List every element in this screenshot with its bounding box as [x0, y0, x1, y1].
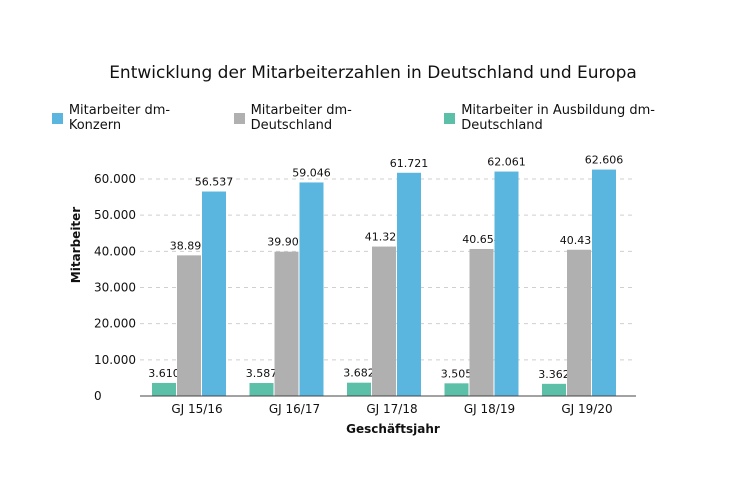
data-label-konzern: 59.046	[292, 166, 331, 179]
x-tick-label: GJ 19/20	[561, 402, 612, 416]
data-label-deutschland: 40.436	[560, 234, 599, 247]
bar-konzern	[397, 172, 421, 396]
x-axis-ticks: GJ 15/16 GJ 16/17 GJ 17/18 GJ 18/19 GJ 19/20	[171, 402, 612, 416]
bar-konzern	[592, 169, 616, 396]
x-tick-label: GJ 16/17	[269, 402, 320, 416]
bars: 3.610 38.890 56.537 3.587 39.906 59.046 3.682 4…	[148, 154, 623, 396]
x-tick-label: GJ 15/16	[171, 402, 222, 416]
y-tick-label: 40.000	[94, 244, 136, 258]
y-tick-label: 0	[94, 389, 102, 403]
y-tick-label: 50.000	[94, 208, 136, 222]
legend-swatch-konzern	[52, 112, 63, 124]
data-label-deutschland: 39.906	[267, 236, 306, 249]
y-tick-label: 30.000	[94, 281, 136, 295]
bar-ausbildung	[444, 383, 469, 396]
bar-deutschland	[274, 251, 299, 396]
x-tick-label: GJ 18/19	[464, 402, 515, 416]
legend-swatch-deutschland	[233, 112, 245, 124]
data-label-ausbildung: 3.682	[343, 367, 375, 380]
legend-item-konzern: Mitarbeiter dm-Konzern	[52, 103, 220, 133]
bar-konzern	[299, 182, 324, 396]
bar-deutschland	[177, 255, 201, 396]
legend-label-ausbildung: Mitarbeiter in Ausbildung dm-Deutschland	[461, 103, 655, 133]
y-tick-label: 10.000	[94, 353, 136, 367]
bar-ausbildung	[542, 383, 566, 396]
data-label-ausbildung: 3.610	[148, 367, 180, 380]
x-axis-label: Geschäftsjahr	[346, 422, 440, 436]
data-label-ausbildung: 3.362	[538, 368, 570, 381]
bar-deutschland	[567, 249, 591, 396]
data-label-deutschland: 38.890	[170, 239, 209, 252]
legend-item-ausbildung: Mitarbeiter in Ausbildung dm-Deutschland	[444, 103, 732, 133]
legend-label-konzern: Mitarbeiter dm-Konzern	[68, 103, 171, 133]
bar-deutschland	[469, 248, 494, 396]
bar-ausbildung	[347, 382, 371, 396]
data-label-ausbildung: 3.587	[246, 367, 278, 380]
y-axis-ticks: 0 10.000 20.000 30.000 40.000 50.000 60.000	[94, 172, 136, 403]
data-label-konzern: 62.606	[585, 154, 624, 167]
y-tick-label: 20.000	[94, 317, 136, 331]
data-label-konzern: 61.721	[390, 157, 429, 170]
data-label-deutschland: 40.654	[462, 233, 501, 246]
bar-konzern	[494, 171, 519, 396]
legend-label-deutschland: Mitarbeiter dm-Deutschland	[250, 103, 352, 133]
x-tick-label: GJ 17/18	[366, 402, 417, 416]
bar-konzern	[202, 191, 226, 396]
data-label-ausbildung: 3.505	[441, 367, 473, 380]
bar-ausbildung	[249, 383, 274, 396]
data-label-konzern: 62.061	[487, 156, 526, 169]
data-label-konzern: 56.537	[195, 176, 234, 189]
legend-item-deutschland: Mitarbeiter dm-Deutschland	[233, 103, 431, 133]
y-tick-label: 60.000	[94, 172, 136, 186]
chart-title: Entwicklung der Mitarbeiterzahlen in Deu…	[109, 63, 637, 83]
legend: Mitarbeiter dm-Konzern Mitarbeiter dm-De…	[52, 103, 746, 133]
legend-swatch-ausbildung	[444, 112, 456, 124]
y-axis-label: Mitarbeiter	[69, 207, 83, 284]
bar-deutschland	[372, 246, 396, 396]
bar-ausbildung	[152, 382, 176, 396]
data-label-deutschland: 41.320	[365, 231, 404, 244]
